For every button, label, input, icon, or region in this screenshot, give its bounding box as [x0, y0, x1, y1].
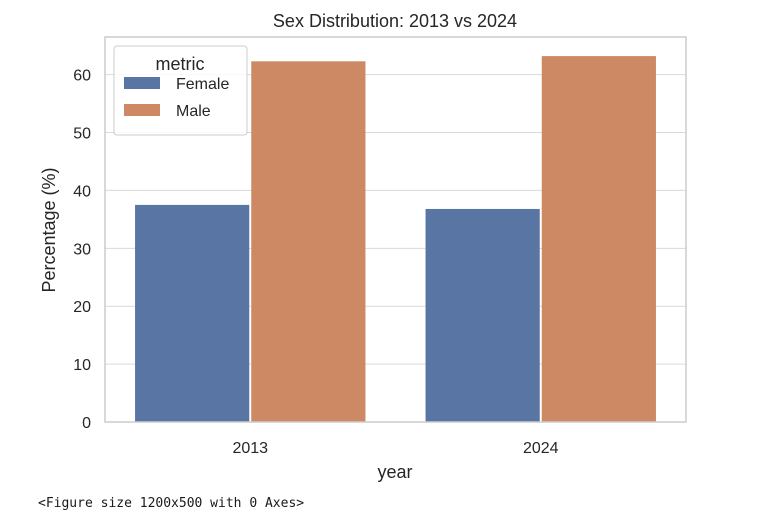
y-tick-label: 40	[73, 183, 91, 200]
legend-title: metric	[156, 54, 205, 74]
bar-female-2024	[425, 208, 540, 422]
y-tick-label: 10	[73, 357, 91, 374]
y-tick-labels: 0 10 20 30 40 50 60	[73, 68, 91, 432]
legend-label-male: Male	[176, 103, 211, 120]
y-tick-label: 30	[73, 241, 91, 258]
y-tick-label: 20	[73, 299, 91, 316]
y-tick-label: 0	[82, 415, 91, 432]
x-tick-labels: 2013 2024	[232, 440, 558, 457]
figure-size-note: <Figure size 1200x500 with 0 Axes>	[38, 496, 305, 511]
bar-female-2013	[135, 204, 250, 422]
y-tick-label: 60	[73, 68, 91, 85]
x-tick-label: 2013	[232, 440, 268, 457]
y-axis-label: Percentage (%)	[39, 167, 59, 292]
bar-male-2013	[251, 61, 366, 422]
plot-frame	[104, 36, 687, 423]
x-axis-label: year	[377, 462, 412, 482]
chart-title: Sex Distribution: 2013 vs 2024	[273, 11, 517, 31]
x-tick-label: 2024	[523, 440, 559, 457]
plot-area: 0 10 20 30 40 50 60 2013 2024	[73, 36, 687, 457]
legend-swatch-female	[124, 77, 160, 89]
bars	[135, 56, 656, 423]
legend-swatch-male	[124, 104, 160, 116]
y-tick-label: 50	[73, 126, 91, 143]
legend-label-female: Female	[176, 76, 229, 93]
bar-male-2024	[541, 56, 656, 423]
legend: metric Female Male	[113, 45, 248, 136]
